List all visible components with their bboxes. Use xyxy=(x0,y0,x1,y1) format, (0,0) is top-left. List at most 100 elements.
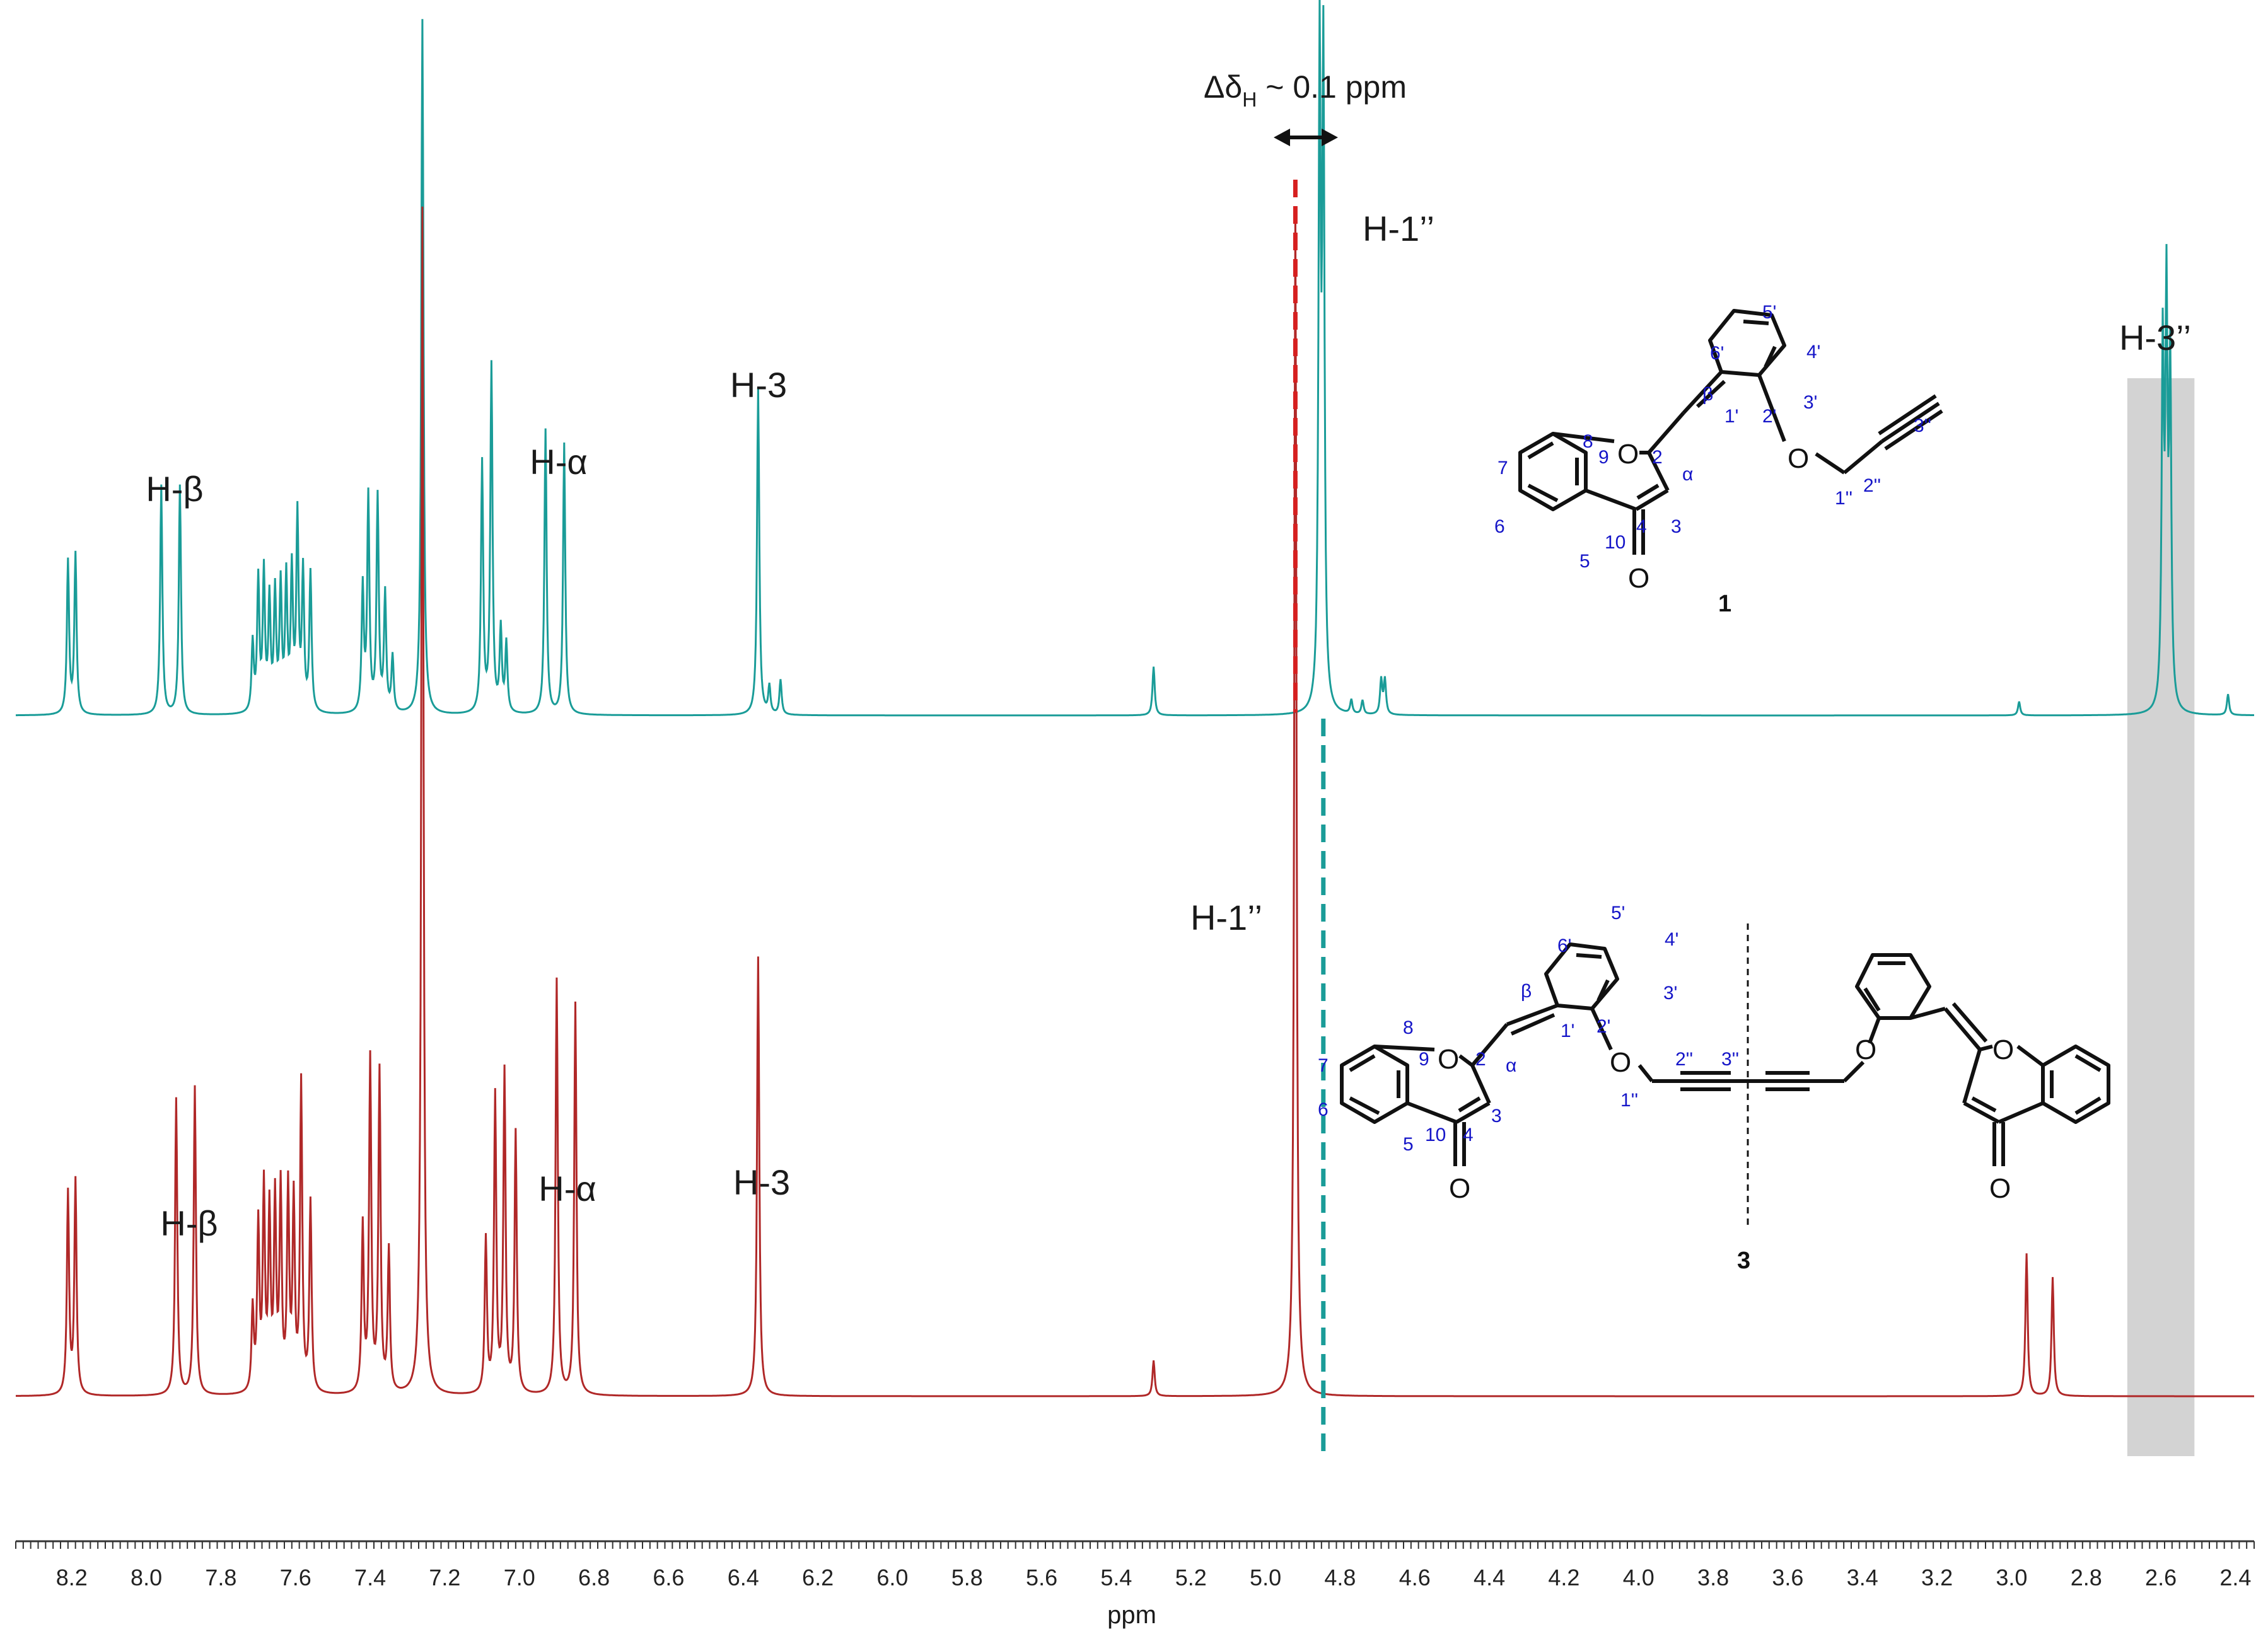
label-top-h-3: H-3 xyxy=(730,365,787,405)
structure-1-labels: O O O 1 8 9 7 6 5 10 4 2 3 α β 1' 2' 6' … xyxy=(1494,302,1931,617)
svg-text:1': 1' xyxy=(1724,406,1738,427)
svg-text:3': 3' xyxy=(1663,983,1677,1004)
x-tick-label: 2.8 xyxy=(2071,1565,2102,1590)
svg-text:6': 6' xyxy=(1710,343,1724,364)
structure-compound-3 xyxy=(1340,942,2110,1166)
x-tick-label: 5.8 xyxy=(951,1565,983,1590)
svg-text:3': 3' xyxy=(1803,392,1817,413)
x-tick-label: 2.4 xyxy=(2219,1565,2251,1590)
svg-text:2'': 2'' xyxy=(1675,1049,1693,1070)
label-top-h-alpha: H-α xyxy=(530,442,587,482)
x-tick-label: 4.8 xyxy=(1324,1565,1356,1590)
x-tick-label: 3.6 xyxy=(1772,1565,1803,1590)
svg-text:2: 2 xyxy=(1475,1049,1486,1070)
x-tick-label: 5.6 xyxy=(1026,1565,1057,1590)
x-axis-label: ppm xyxy=(1107,1601,1156,1629)
x-tick-label: 2.6 xyxy=(2145,1565,2177,1590)
x-tick-label: 7.4 xyxy=(354,1565,386,1590)
label-top-h-1pp: H-1’’ xyxy=(1363,209,1434,248)
s1-ring-oxygen: O xyxy=(1617,439,1639,470)
svg-text:1': 1' xyxy=(1561,1021,1574,1041)
x-tick-label: 7.6 xyxy=(280,1565,311,1590)
s3-compound-number: 3 xyxy=(1737,1247,1750,1274)
x-tick-label: 4.6 xyxy=(1399,1565,1431,1590)
svg-text:β: β xyxy=(1521,981,1532,1002)
svg-text:1'': 1'' xyxy=(1835,488,1852,509)
spectra-group xyxy=(16,0,2254,1398)
svg-text:2': 2' xyxy=(1596,1016,1610,1037)
spectrum-line-compound-3 xyxy=(16,206,2254,1398)
svg-text:3'': 3'' xyxy=(1914,415,1931,436)
svg-text:4: 4 xyxy=(1463,1125,1474,1145)
delta-annotation: ΔδH ~ 0.1 ppm xyxy=(1204,69,1407,111)
svg-text:2'': 2'' xyxy=(1863,475,1881,496)
svg-text:4': 4' xyxy=(1806,342,1820,362)
s1-ether-oxygen: O xyxy=(1788,443,1809,474)
svg-text:3: 3 xyxy=(1491,1106,1502,1126)
svg-text:6: 6 xyxy=(1494,516,1505,537)
svg-text:4: 4 xyxy=(1636,516,1647,537)
svg-text:4': 4' xyxy=(1665,929,1678,950)
svg-text:3'': 3'' xyxy=(1721,1049,1739,1070)
s1-carbonyl-oxygen: O xyxy=(1628,563,1649,594)
svg-text:10: 10 xyxy=(1425,1125,1446,1145)
svg-text:2': 2' xyxy=(1762,406,1776,427)
label-top-h-3pp: H-3’’ xyxy=(2119,318,2191,357)
s3-ring-oxygen-right: O xyxy=(1992,1034,2014,1065)
svg-text:6': 6' xyxy=(1557,935,1571,956)
svg-text:7: 7 xyxy=(1497,458,1508,478)
s3-ring-oxygen: O xyxy=(1438,1044,1459,1075)
s3-ether-oxygen-right: O xyxy=(1855,1034,1876,1065)
x-tick-label: 7.2 xyxy=(429,1565,460,1590)
x-tick-label: 7.0 xyxy=(504,1565,535,1590)
label-top-h-beta: H-β xyxy=(146,469,203,509)
svg-text:8: 8 xyxy=(1583,431,1593,452)
svg-text:5: 5 xyxy=(1403,1134,1414,1155)
s3-ether-oxygen: O xyxy=(1610,1047,1631,1078)
x-tick-label: 7.8 xyxy=(205,1565,236,1590)
svg-text:β: β xyxy=(1702,384,1713,405)
x-tick-label: 4.2 xyxy=(1548,1565,1579,1590)
x-tick-label: 3.2 xyxy=(1921,1565,1953,1590)
structure-3-labels: O O O O O O 3 8 9 7 6 5 10 4 2 3 α β 1' … xyxy=(1318,903,2014,1274)
svg-text:1'': 1'' xyxy=(1620,1090,1638,1111)
svg-text:3: 3 xyxy=(1671,516,1682,537)
x-tick-label: 6.2 xyxy=(802,1565,834,1590)
delta-double-arrow xyxy=(1274,129,1338,146)
x-tick-label: 5.2 xyxy=(1175,1565,1207,1590)
x-tick-label: 6.0 xyxy=(876,1565,908,1590)
svg-text:5: 5 xyxy=(1579,551,1590,572)
svg-text:6: 6 xyxy=(1318,1099,1329,1120)
svg-text:7: 7 xyxy=(1318,1055,1329,1076)
x-tick-label: 3.8 xyxy=(1697,1565,1729,1590)
x-tick-label: 8.0 xyxy=(131,1565,162,1590)
svg-text:α: α xyxy=(1682,464,1693,485)
x-tick-label: 3.4 xyxy=(1847,1565,1878,1590)
s3-carbonyl-oxygen: O xyxy=(1449,1173,1470,1204)
svg-text:9: 9 xyxy=(1598,447,1609,468)
label-bottom-h-beta: H-β xyxy=(160,1203,218,1243)
svg-text:8: 8 xyxy=(1403,1017,1414,1038)
label-bottom-h-alpha: H-α xyxy=(538,1169,596,1208)
spectrum-line-compound-1 xyxy=(16,0,2254,717)
svg-text:5': 5' xyxy=(1611,903,1625,923)
x-tick-label: 6.4 xyxy=(728,1565,759,1590)
x-tick-label: 5.4 xyxy=(1100,1565,1132,1590)
svg-text:α: α xyxy=(1506,1055,1516,1076)
svg-text:5': 5' xyxy=(1762,302,1776,323)
structure-compound-1 xyxy=(1518,309,1943,555)
x-tick-label: 6.6 xyxy=(653,1565,684,1590)
x-tick-label: 4.4 xyxy=(1474,1565,1505,1590)
svg-text:9: 9 xyxy=(1419,1049,1429,1070)
label-bottom-h-3: H-3 xyxy=(733,1162,790,1202)
s1-compound-number: 1 xyxy=(1718,591,1731,617)
x-tick-label: 8.2 xyxy=(56,1565,88,1590)
x-tick-label: 3.0 xyxy=(1996,1565,2027,1590)
x-tick-label: 5.0 xyxy=(1250,1565,1281,1590)
s3-carbonyl-oxygen-right: O xyxy=(1989,1173,2011,1204)
svg-text:10: 10 xyxy=(1605,532,1625,553)
x-tick-label: 4.0 xyxy=(1623,1565,1654,1590)
label-bottom-h-1pp: H-1’’ xyxy=(1190,898,1262,937)
x-tick-label: 6.8 xyxy=(578,1565,610,1590)
